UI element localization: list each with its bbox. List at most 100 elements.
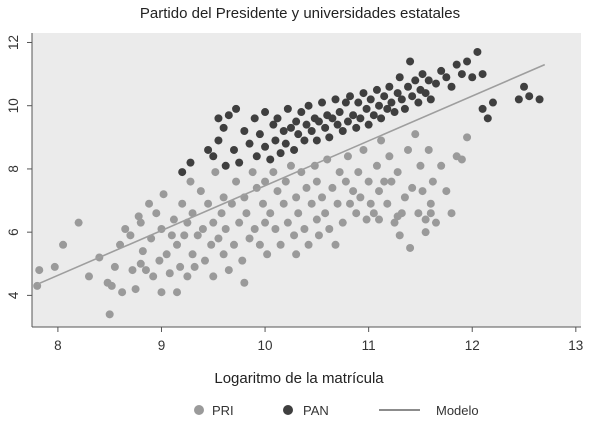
x-tick-label: 10 xyxy=(258,338,273,353)
pan-point xyxy=(186,158,195,167)
pan-point xyxy=(364,120,373,129)
pri-point xyxy=(162,250,171,259)
pri-point xyxy=(292,193,301,202)
pri-point xyxy=(325,225,334,233)
pan-point xyxy=(395,73,404,82)
pan-point xyxy=(271,136,280,145)
pan-point xyxy=(312,136,321,145)
pan-point xyxy=(292,117,301,126)
pan-point xyxy=(286,123,295,132)
pan-point xyxy=(224,111,233,120)
pri-point xyxy=(84,272,93,281)
pan-point xyxy=(354,98,363,107)
pri-point xyxy=(314,231,323,240)
pri-point xyxy=(190,262,199,271)
pan-point xyxy=(204,145,213,154)
pan-point xyxy=(279,127,288,135)
pri-point xyxy=(276,240,285,249)
x-tick-label: 9 xyxy=(158,338,166,353)
pan-point xyxy=(321,123,330,132)
pri-point xyxy=(128,266,137,275)
pri-point xyxy=(263,250,272,259)
pan-point xyxy=(404,82,413,91)
pri-point xyxy=(258,199,267,208)
pri-point xyxy=(421,215,430,224)
pan-point xyxy=(442,73,451,82)
pan-point xyxy=(397,95,406,104)
pri-point xyxy=(408,183,417,192)
pri-point xyxy=(393,168,402,177)
x-tick-label: 12 xyxy=(465,338,480,353)
pan-point xyxy=(457,70,466,79)
pan-point xyxy=(437,66,446,75)
pri-point xyxy=(155,256,164,265)
pan-point xyxy=(380,92,389,101)
pan-point xyxy=(483,114,492,123)
pan-point xyxy=(447,82,456,91)
pri-point xyxy=(165,269,174,278)
pri-point xyxy=(118,288,127,297)
pan-point xyxy=(473,47,482,56)
pri-point xyxy=(196,187,205,196)
pan-point xyxy=(333,120,342,129)
pri-point xyxy=(393,212,402,221)
pri-point xyxy=(283,218,292,227)
pan-point xyxy=(318,98,327,107)
pri-point xyxy=(356,193,365,202)
pri-point xyxy=(219,193,228,202)
pri-point xyxy=(364,177,373,186)
pri-point xyxy=(240,278,249,287)
pan-point xyxy=(335,108,344,117)
pri-point xyxy=(426,199,435,208)
pan-point xyxy=(307,127,316,135)
pri-point xyxy=(173,240,182,249)
pan-point xyxy=(214,114,223,123)
pri-point xyxy=(131,285,140,294)
pri-point xyxy=(421,228,430,237)
pan-point xyxy=(294,130,303,139)
pri-point xyxy=(406,243,415,252)
pri-point xyxy=(424,145,433,154)
pri-point xyxy=(349,187,358,196)
y-axis: 4 6 8 10 12 xyxy=(6,35,32,299)
pri-point xyxy=(362,215,371,224)
pan-point xyxy=(209,152,218,161)
pan-point xyxy=(359,89,368,98)
chart-title: Partido del Presidente y universidades e… xyxy=(140,5,460,22)
pri-point xyxy=(221,225,230,233)
pan-point xyxy=(385,82,394,91)
pan-point xyxy=(346,92,355,101)
pri-point xyxy=(442,187,451,196)
pri-point xyxy=(178,199,187,208)
pri-point xyxy=(183,272,192,281)
pan-point xyxy=(235,158,244,167)
pan-point xyxy=(369,111,378,120)
pan-point xyxy=(411,76,420,85)
pan-point xyxy=(356,114,365,123)
pan-point xyxy=(300,136,309,145)
pri-point xyxy=(50,262,59,271)
pri-point xyxy=(141,266,150,275)
pan-point xyxy=(250,114,259,123)
pri-point xyxy=(110,262,119,271)
pri-point xyxy=(418,187,427,196)
legend-label-pri: PRI xyxy=(212,403,234,418)
pan-point xyxy=(255,130,264,139)
pan-point xyxy=(424,76,433,85)
pan-point xyxy=(431,79,440,88)
pri-point xyxy=(404,145,413,154)
pri-point xyxy=(245,234,254,243)
pan-point xyxy=(304,101,313,110)
pri-point xyxy=(312,177,321,186)
pri-point xyxy=(437,161,446,170)
pan-point xyxy=(352,123,361,132)
pri-point xyxy=(366,199,375,208)
pan-point xyxy=(349,111,358,120)
pri-point xyxy=(207,240,216,249)
pri-point xyxy=(186,177,195,186)
pri-point xyxy=(447,209,456,218)
pri-point xyxy=(157,288,166,297)
pri-point xyxy=(457,155,466,164)
pri-point xyxy=(312,215,321,224)
